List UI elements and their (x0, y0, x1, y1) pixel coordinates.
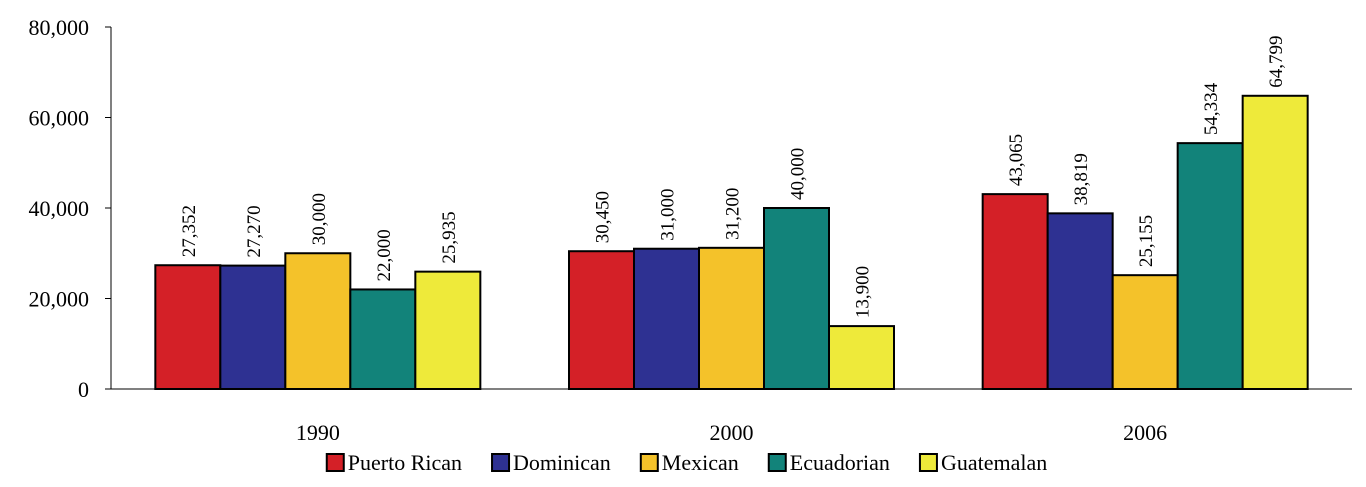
bar-puerto-rican-2000 (568, 250, 635, 390)
legend-swatch (325, 453, 345, 472)
data-label: 27,352 (179, 205, 200, 257)
legend-item-puerto-rican: Puerto Rican (325, 450, 462, 475)
y-tick-label: 40,000 (29, 196, 90, 221)
legend-item-dominican: Dominican (491, 450, 611, 475)
x-category-label: 2000 (710, 420, 754, 445)
data-label: 31,200 (723, 188, 744, 240)
legend-label: Guatemalan (941, 450, 1047, 475)
data-label: 13,900 (853, 266, 874, 318)
legend-label: Mexican (662, 450, 739, 475)
bar-puerto-rican-1990 (154, 264, 222, 391)
data-label: 31,000 (658, 188, 679, 240)
legend-swatch (918, 453, 938, 472)
bar-puerto-rican-2006 (981, 193, 1049, 390)
y-tick-label: 0 (78, 377, 89, 402)
data-label: 64,799 (1266, 36, 1287, 88)
x-category-label: 2006 (1123, 420, 1167, 445)
y-tick-label: 20,000 (29, 287, 90, 312)
bars (154, 94, 1309, 391)
data-label: 25,935 (439, 211, 460, 263)
bar-ecuadorian-1990 (349, 288, 417, 391)
legend-label: Dominican (513, 450, 611, 475)
data-labels: 27,352 27,270 30,000 22,000 25,935 30,450 31,0… (179, 36, 1287, 319)
legend-label: Puerto Rican (348, 450, 462, 475)
legend-item-guatemalan: Guatemalan (918, 450, 1047, 475)
legend-item-mexican: Mexican (639, 450, 739, 475)
data-label: 40,000 (788, 148, 809, 200)
y-tick-label: 60,000 (29, 106, 90, 131)
data-label: 43,065 (1006, 134, 1027, 186)
bar-ecuadorian-2006 (1176, 142, 1244, 390)
legend-swatch (639, 453, 659, 472)
y-axis-ticks: 0 20,000 40,000 60,000 80,000 (29, 15, 111, 402)
bar-guatemalan-1990 (414, 270, 482, 391)
category-labels: 1990 2000 2006 (296, 420, 1167, 445)
legend-item-ecuadorian: Ecuadorian (767, 450, 890, 475)
x-category-label: 1990 (296, 420, 340, 445)
bar-mexican-2006 (1111, 274, 1179, 390)
legend-label: Ecuadorian (790, 450, 890, 475)
data-label: 27,270 (244, 205, 265, 257)
legend: Puerto Rican Dominican Mexican Ecuadorian Gu… (325, 450, 1047, 475)
bar-dominican-1990 (219, 264, 287, 390)
legend-swatch (767, 453, 787, 472)
bar-dominican-2006 (1046, 212, 1114, 390)
bar-mexican-1990 (284, 252, 352, 390)
data-label: 30,450 (593, 191, 614, 243)
data-label: 38,819 (1071, 153, 1092, 205)
data-label: 54,334 (1201, 82, 1222, 135)
bar-guatemalan-2006 (1241, 94, 1309, 391)
bar-dominican-2000 (633, 247, 700, 390)
legend-swatch (491, 453, 511, 472)
bar-ecuadorian-2000 (763, 207, 830, 390)
bar-mexican-2000 (698, 246, 765, 390)
data-label: 22,000 (374, 229, 395, 281)
data-label: 30,000 (309, 193, 330, 245)
bar-guatemalan-2000 (828, 325, 895, 391)
y-tick-label: 80,000 (29, 15, 90, 40)
data-label: 25,155 (1136, 215, 1157, 267)
